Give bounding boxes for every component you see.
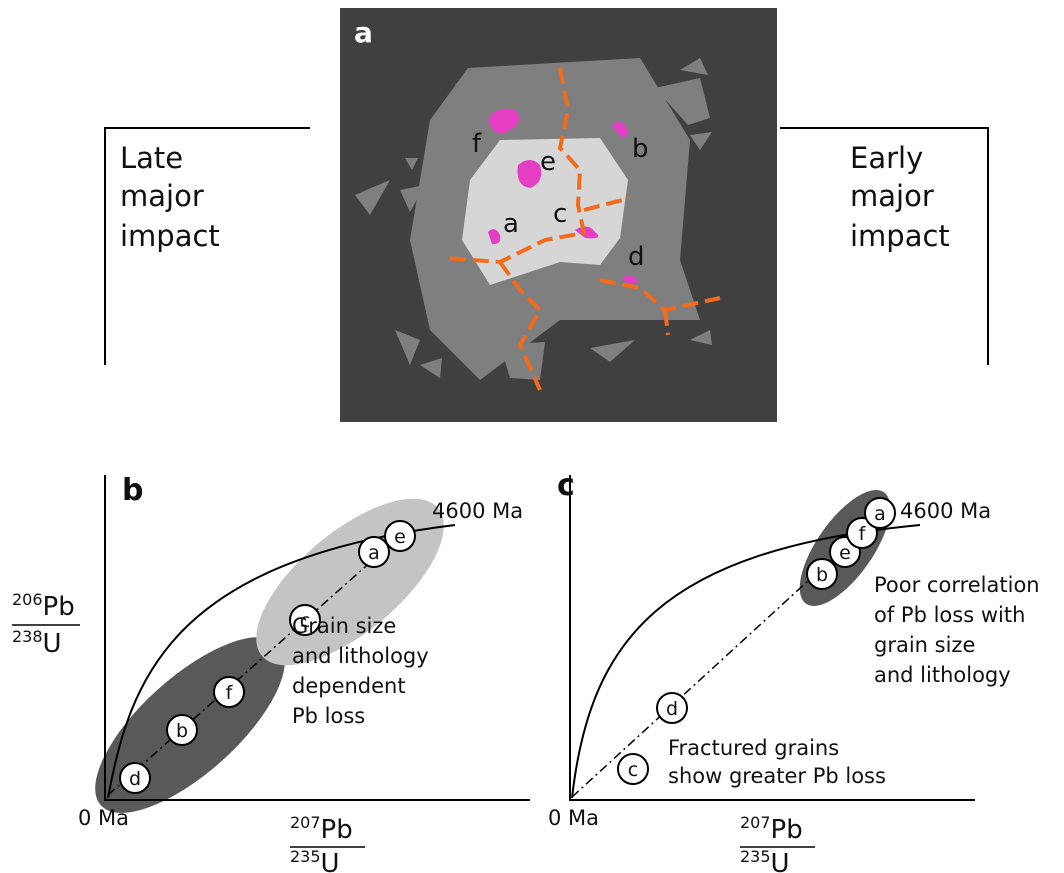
grain-point-label: f: [859, 523, 867, 545]
note: and lithology: [292, 644, 429, 668]
grains: [488, 108, 638, 285]
origin-label: 0 Ma: [548, 806, 599, 830]
x-axis-label: 235U: [290, 847, 340, 873]
y-axis-label: 206Pb: [12, 590, 75, 622]
note: dependent: [292, 674, 406, 698]
panel-label: a: [354, 16, 373, 49]
grain-point-label: c: [628, 759, 638, 781]
x-axis-label: 235U: [740, 847, 790, 873]
discordia: [107, 535, 401, 796]
grain-label: e: [540, 147, 556, 177]
x-axis-label: 207Pb: [290, 813, 353, 845]
fragments: [355, 58, 712, 380]
bracket: [104, 127, 310, 365]
grain-point-label: d: [666, 698, 678, 720]
grain-point: [384, 520, 416, 552]
grain-label: c: [553, 199, 567, 229]
origin-label: 0 Ma: [78, 806, 129, 830]
age-label: 4600 Ma: [900, 499, 991, 523]
bracket: [780, 127, 989, 365]
grain-point: [846, 517, 878, 549]
grain-point: [358, 536, 390, 568]
note: grain size: [874, 633, 975, 657]
grain-point: [656, 692, 688, 724]
grain-point-label: a: [874, 503, 886, 525]
grain-point-label: a: [368, 542, 380, 564]
grain-label: f: [472, 129, 482, 159]
grain-point-label: d: [129, 768, 141, 790]
panel-b: d b f c ae b 4600 Ma Grain size and litholog…: [12, 473, 530, 873]
age-label: 4600 Ma: [432, 499, 523, 523]
grain-point: [806, 558, 838, 590]
note: Poor correlation: [874, 573, 1040, 597]
inner-zone: [462, 138, 628, 285]
side-label: Late: [120, 141, 183, 175]
panel-label: c: [557, 468, 575, 503]
axes: [569, 475, 975, 801]
x-axis-label: 207Pb: [740, 813, 803, 845]
grain-label: a: [503, 209, 519, 239]
y-axis-label: 238U: [12, 627, 62, 659]
side-label: Early: [850, 141, 923, 175]
grain-point-label: b: [176, 720, 188, 742]
grain-point: [213, 676, 245, 708]
side-label: major: [120, 179, 204, 213]
grain-point-label: e: [394, 526, 406, 548]
fractures: [444, 67, 721, 391]
note: Fractured grains: [668, 736, 839, 760]
grain-point-label: f: [226, 682, 234, 704]
note: of Pb loss with: [874, 603, 1025, 627]
panel-a: a f e b a c d: [340, 8, 777, 422]
side-label: impact: [120, 219, 220, 253]
grain-point: [864, 497, 896, 529]
concordia: [571, 524, 921, 799]
side-label: major: [850, 179, 934, 213]
note: Grain size: [292, 614, 396, 638]
grain-point-label: b: [816, 564, 828, 586]
side-label: impact: [850, 219, 950, 253]
panel-label: b: [122, 473, 143, 508]
note: and lithology: [874, 663, 1011, 687]
grain-label: b: [632, 134, 649, 164]
grain-point: [617, 753, 649, 785]
grain-point: [289, 604, 321, 636]
note: show greater Pb loss: [668, 764, 886, 788]
grain-point: [166, 714, 198, 746]
note: Pb loss: [292, 704, 365, 728]
axes: [104, 475, 530, 801]
concordia: [107, 524, 456, 799]
grain-label: d: [628, 242, 645, 272]
grain-point-label: c: [300, 610, 310, 632]
grain-point-label: e: [839, 542, 851, 564]
grain-point: [119, 762, 151, 794]
